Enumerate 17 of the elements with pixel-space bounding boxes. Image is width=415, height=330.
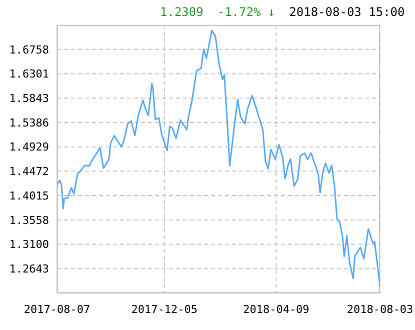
y-tick-label: 1.3558 xyxy=(9,214,49,227)
text: 1.2309 xyxy=(160,5,204,19)
y-tick-label: 1.6301 xyxy=(9,68,49,81)
x-tick-label: 2018-08-03 xyxy=(346,303,414,316)
y-tick-label: 1.4015 xyxy=(9,189,49,202)
text: 2018-08-03 15:00 xyxy=(289,5,405,19)
text: -1.72% ↓ xyxy=(217,5,276,19)
y-tick-label: 1.5843 xyxy=(9,92,49,106)
y-tick-label: 1.4472 xyxy=(9,165,49,178)
x-tick-label: 2018-04-09 xyxy=(243,303,310,316)
y-tick-label: 1.6758 xyxy=(9,43,49,56)
x-tick-label: 2017-12-05 xyxy=(131,303,198,316)
y-tick-label: 1.3100 xyxy=(9,238,49,252)
y-tick-label: 1.2643 xyxy=(9,262,49,276)
x-tick-label: 2017-08-07 xyxy=(24,303,90,316)
y-tick-label: 1.4929 xyxy=(9,140,49,154)
y-tick-label: 1.5386 xyxy=(9,116,49,130)
